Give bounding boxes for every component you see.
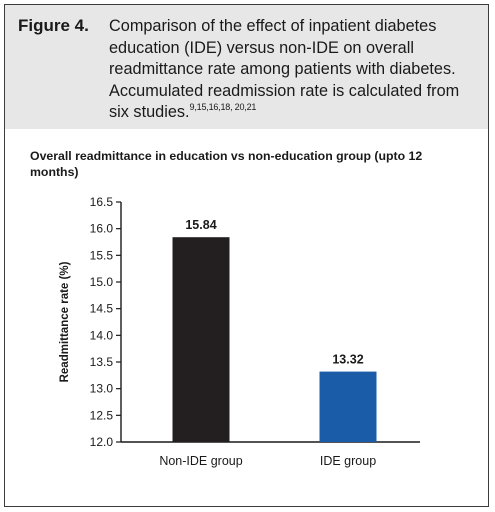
y-tick-label: 13.5 — [90, 355, 114, 369]
data-label: 13.32 — [332, 353, 363, 367]
y-tick-label: 12.5 — [90, 408, 114, 422]
caption-body: Comparison of the effect of inpatient di… — [109, 17, 460, 121]
category-label: IDE group — [320, 454, 376, 468]
y-tick-label: 15.0 — [90, 275, 114, 289]
bar-ide — [319, 371, 377, 442]
caption-text: Comparison of the effect of inpatient di… — [109, 16, 469, 124]
y-tick-label: 14.0 — [90, 328, 114, 342]
caption-references: 9,15,16,18, 20,21 — [189, 102, 257, 112]
data-label: 15.84 — [185, 218, 216, 232]
category-label: Non-IDE group — [159, 454, 242, 468]
bar-non-ide — [172, 237, 230, 442]
figure-caption: Figure 4. Comparison of the effect of in… — [4, 4, 489, 129]
y-tick-label: 15.5 — [90, 248, 114, 262]
y-tick-label: 14.5 — [90, 302, 114, 316]
chart-title: Overall readmittance in education vs non… — [30, 149, 423, 179]
y-tick-label: 13.0 — [90, 382, 114, 396]
y-axis-title: Readmittance rate (%) — [59, 261, 71, 382]
y-tick-label: 16.0 — [90, 222, 114, 236]
y-tick-label: 16.5 — [90, 195, 114, 209]
y-tick-label: 12.0 — [90, 435, 114, 449]
figure-label: Figure 4. — [18, 16, 89, 35]
